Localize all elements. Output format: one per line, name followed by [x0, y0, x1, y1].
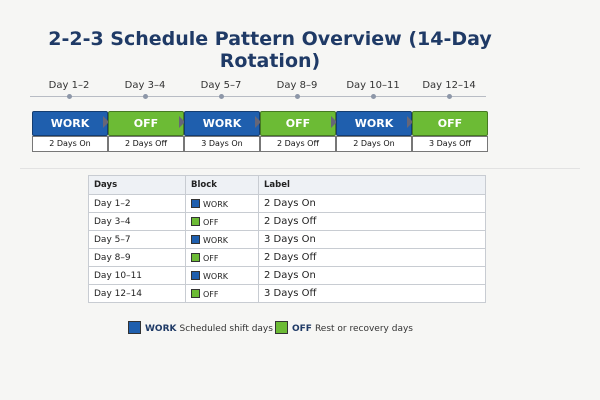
block: WORK — [184, 111, 260, 136]
arrow — [103, 116, 109, 128]
cell-label: 2 Days On — [258, 266, 486, 285]
legend-item: OFF Rest or recovery days — [275, 321, 413, 334]
legend-text: Rest or recovery days — [314, 324, 413, 334]
legend-item: WORK Scheduled shift days — [128, 321, 273, 334]
column-header: Block — [185, 175, 259, 195]
table-row: Day 8–9 OFF 2 Days Off — [88, 248, 486, 267]
table-row: Day 3–4 OFF 2 Days Off — [88, 212, 486, 231]
cell-block: WORK — [185, 230, 259, 249]
block-label: 3 Days Off — [412, 136, 488, 152]
legend-key: OFF — [292, 324, 312, 334]
block: WORK — [336, 111, 412, 136]
timeline-dot — [371, 94, 376, 99]
timeline-dot — [143, 94, 148, 99]
block-text: OFF — [203, 253, 219, 263]
block-swatch — [191, 198, 200, 208]
timeline-line — [30, 96, 486, 97]
block: OFF — [412, 111, 488, 136]
legend-swatch — [128, 321, 141, 334]
day-range: Day 5–7 — [200, 80, 242, 91]
schedule-table: Days Block Label Day 1–2 WORK 2 Days On Day 3–… — [88, 175, 486, 303]
cell-days: Day 12–14 — [88, 284, 186, 303]
block: OFF — [260, 111, 336, 136]
block-text: WORK — [203, 235, 229, 245]
timeline-dot — [295, 94, 300, 99]
block: OFF — [108, 111, 184, 136]
table-row: Day 12–14 OFF 3 Days Off — [88, 284, 486, 303]
day-range: Day 3–4 — [124, 80, 166, 91]
block-swatch — [191, 216, 200, 226]
legend-swatch — [275, 321, 288, 334]
cell-label: 3 Days On — [258, 230, 486, 249]
timeline-dot — [67, 94, 72, 99]
block-text: WORK — [203, 199, 229, 209]
arrow — [179, 116, 185, 128]
table-row: Day 10–11 WORK 2 Days On — [88, 266, 486, 285]
block-text: WORK — [203, 271, 229, 281]
block-text: OFF — [203, 217, 219, 227]
column-header: Days — [88, 175, 186, 195]
arrow — [407, 116, 413, 128]
cell-block: OFF — [185, 212, 259, 231]
cell-days: Day 8–9 — [88, 248, 186, 267]
block-label: 2 Days Off — [260, 136, 336, 152]
cell-days: Day 10–11 — [88, 266, 186, 285]
legend-key: WORK — [145, 324, 177, 334]
separator — [20, 168, 580, 169]
block-swatch — [191, 288, 200, 298]
block-text: OFF — [203, 289, 219, 299]
arrow — [331, 116, 337, 128]
cell-days: Day 1–2 — [88, 194, 186, 213]
table-row: Day 5–7 WORK 3 Days On — [88, 230, 486, 249]
cell-block: OFF — [185, 248, 259, 267]
day-range: Day 10–11 — [346, 80, 400, 91]
block-label: 2 Days On — [32, 136, 108, 152]
cell-block: WORK — [185, 266, 259, 285]
block-swatch — [191, 234, 200, 244]
table-row: Day 1–2 WORK 2 Days On — [88, 194, 486, 213]
block-swatch — [191, 252, 200, 262]
timeline-dot — [219, 94, 224, 99]
block-label: 2 Days On — [336, 136, 412, 152]
timeline-dot — [447, 94, 452, 99]
cell-days: Day 5–7 — [88, 230, 186, 249]
title: 2-2-3 Schedule Pattern Overview (14-Day … — [48, 28, 492, 72]
cell-block: WORK — [185, 194, 259, 213]
cell-label: 2 Days On — [258, 194, 486, 213]
cell-label: 2 Days Off — [258, 212, 486, 231]
cell-label: 2 Days Off — [258, 248, 486, 267]
block-label: 3 Days On — [184, 136, 260, 152]
cell-label: 3 Days Off — [258, 284, 486, 303]
legend-text: Scheduled shift days — [179, 324, 273, 334]
cell-days: Day 3–4 — [88, 212, 186, 231]
header-row: Days Block Label — [88, 175, 486, 195]
block-swatch — [191, 270, 200, 280]
block: WORK — [32, 111, 108, 136]
cell-block: OFF — [185, 284, 259, 303]
day-range: Day 12–14 — [422, 80, 476, 91]
day-range: Day 8–9 — [276, 80, 318, 91]
column-header: Label — [258, 175, 486, 195]
day-range: Day 1–2 — [48, 80, 90, 91]
arrow — [255, 116, 261, 128]
block-label: 2 Days Off — [108, 136, 184, 152]
